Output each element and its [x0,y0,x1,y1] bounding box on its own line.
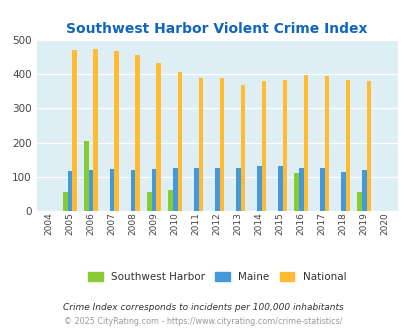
Bar [89,170,93,211]
Title: Southwest Harbor Violent Crime Index: Southwest Harbor Violent Crime Index [66,22,367,36]
Bar [168,190,173,211]
Bar [298,168,303,211]
Bar [63,192,68,211]
Bar [151,169,156,211]
Bar [147,192,151,211]
Bar [72,50,77,211]
Bar [366,81,370,211]
Bar [93,49,98,211]
Bar [319,168,324,211]
Bar [240,85,245,211]
Bar [356,192,361,211]
Bar [177,72,182,211]
Bar [294,173,298,211]
Bar [114,51,119,211]
Bar [135,55,140,211]
Bar [130,170,135,211]
Bar [68,171,72,211]
Bar [277,166,282,211]
Bar [194,168,198,211]
Text: Crime Index corresponds to incidents per 100,000 inhabitants: Crime Index corresponds to incidents per… [62,303,343,312]
Bar [214,168,219,211]
Bar [261,82,266,211]
Bar [84,141,89,211]
Bar [173,168,177,211]
Bar [361,170,366,211]
Bar [219,79,224,211]
Bar [156,63,161,211]
Bar [235,168,240,211]
Bar [198,79,202,211]
Bar [324,76,328,211]
Bar [340,172,345,211]
Bar [110,169,114,211]
Legend: Southwest Harbor, Maine, National: Southwest Harbor, Maine, National [83,268,350,286]
Bar [345,81,350,211]
Bar [256,166,261,211]
Text: © 2025 CityRating.com - https://www.cityrating.com/crime-statistics/: © 2025 CityRating.com - https://www.city… [64,317,341,326]
Bar [282,80,286,211]
Bar [303,75,307,211]
